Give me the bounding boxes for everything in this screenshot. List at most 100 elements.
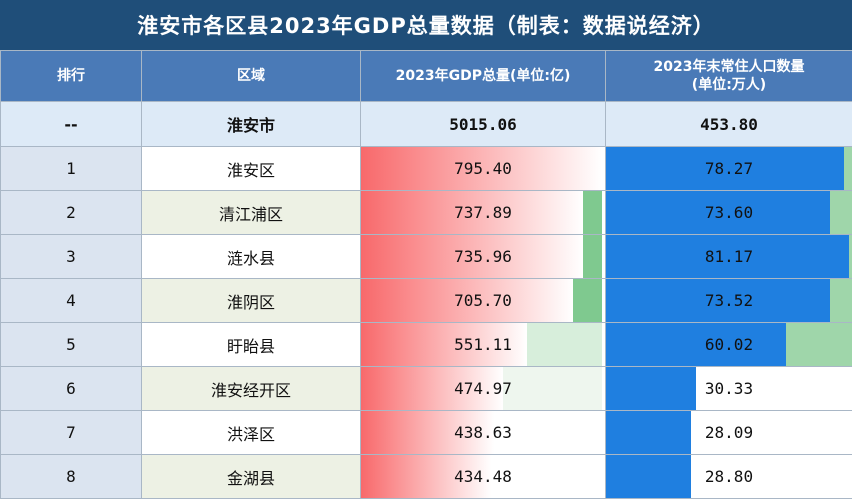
header-population-line1: 2023年末常住人口数量 (653, 59, 805, 75)
gdp-cell: 474.97 (360, 366, 606, 411)
table-row: 2 清江浦区 737.89 73.60 (0, 190, 852, 235)
population-bar (606, 279, 830, 322)
population-value: 30.33 (704, 379, 754, 398)
gdp-track (583, 191, 602, 234)
gdp-bar (361, 367, 503, 410)
gdp-value: 551.11 (454, 335, 512, 354)
gdp-value: 438.63 (454, 423, 512, 442)
population-cell: 28.80 (605, 454, 852, 499)
population-bar (606, 411, 691, 454)
population-bar (606, 455, 691, 498)
total-name: 淮安市 (141, 101, 361, 147)
rank-cell: 4 (0, 278, 142, 323)
gdp-cell: 438.63 (360, 410, 606, 455)
rank-cell: 6 (0, 366, 142, 411)
gdp-track (494, 411, 602, 454)
table-row: 3 涟水县 735.96 81.17 (0, 234, 852, 279)
district-cell: 盱眙县 (141, 322, 361, 367)
district-cell: 涟水县 (141, 234, 361, 279)
population-bar (606, 191, 830, 234)
table-row: 8 金湖县 434.48 28.80 (0, 454, 852, 499)
gdp-value: 434.48 (454, 467, 512, 486)
district-cell: 淮安经开区 (141, 366, 361, 411)
population-value: 81.17 (704, 247, 754, 266)
gdp-track (491, 455, 602, 498)
population-track (691, 455, 852, 498)
gdp-bar (361, 323, 527, 366)
total-row: -- 淮安市 5015.06 453.80 (0, 101, 852, 147)
rank-cell: 2 (0, 190, 142, 235)
table-title: 淮安市各区县2023年GDP总量数据（制表：数据说经济） (0, 0, 852, 50)
gdp-value: 474.97 (454, 379, 512, 398)
table-row: 4 淮阴区 705.70 73.52 (0, 278, 852, 323)
district-cell: 淮阴区 (141, 278, 361, 323)
population-value: 73.52 (704, 291, 754, 310)
gdp-bar (361, 411, 494, 454)
population-cell: 30.33 (605, 366, 852, 411)
population-cell: 73.52 (605, 278, 852, 323)
district-cell: 洪泽区 (141, 410, 361, 455)
header-district: 区域 (141, 50, 361, 102)
gdp-bar (361, 279, 573, 322)
gdp-value: 735.96 (454, 247, 512, 266)
district-cell: 淮安区 (141, 146, 361, 191)
population-value: 78.27 (704, 159, 754, 178)
population-cell: 78.27 (605, 146, 852, 191)
gdp-track (527, 323, 602, 366)
gdp-table: 排行 区域 2023年GDP总量(单位:亿) 2023年末常住人口数量 (单位:… (0, 50, 852, 499)
population-track (696, 367, 852, 410)
gdp-bar (361, 455, 491, 498)
population-track (830, 191, 852, 234)
district-cell: 清江浦区 (141, 190, 361, 235)
population-value: 73.60 (704, 203, 754, 222)
table-row: 6 淮安经开区 474.97 30.33 (0, 366, 852, 411)
population-track (786, 323, 852, 366)
population-track (844, 147, 852, 190)
population-bar (606, 367, 696, 410)
header-row: 排行 区域 2023年GDP总量(单位:亿) 2023年末常住人口数量 (单位:… (0, 50, 852, 102)
gdp-cell: 705.70 (360, 278, 606, 323)
population-track (849, 235, 852, 278)
rank-cell: 1 (0, 146, 142, 191)
header-population: 2023年末常住人口数量 (单位:万人) (605, 50, 852, 102)
population-cell: 28.09 (605, 410, 852, 455)
gdp-bar (361, 191, 583, 234)
table-row: 7 洪泽区 438.63 28.09 (0, 410, 852, 455)
gdp-cell: 735.96 (360, 234, 606, 279)
population-cell: 60.02 (605, 322, 852, 367)
population-track (691, 411, 852, 454)
header-rank: 排行 (0, 50, 142, 102)
population-cell: 73.60 (605, 190, 852, 235)
gdp-track (503, 367, 602, 410)
table-row: 5 盱眙县 551.11 60.02 (0, 322, 852, 367)
gdp-track (583, 235, 602, 278)
rank-cell: 8 (0, 454, 142, 499)
population-value: 60.02 (704, 335, 754, 354)
gdp-bar (361, 147, 602, 190)
gdp-cell: 737.89 (360, 190, 606, 235)
rank-cell: 5 (0, 322, 142, 367)
population-cell: 81.17 (605, 234, 852, 279)
header-population-line2: (单位:万人) (691, 77, 767, 93)
total-gdp: 5015.06 (360, 101, 606, 147)
table-row: 1 淮安区 795.40 78.27 (0, 146, 852, 191)
population-bar (606, 323, 786, 366)
population-bar (606, 147, 844, 190)
district-cell: 金湖县 (141, 454, 361, 499)
population-value: 28.80 (704, 467, 754, 486)
gdp-cell: 551.11 (360, 322, 606, 367)
rank-cell: 3 (0, 234, 142, 279)
rank-cell: 7 (0, 410, 142, 455)
population-value: 28.09 (704, 423, 754, 442)
gdp-cell: 434.48 (360, 454, 606, 499)
population-track (830, 279, 852, 322)
gdp-value: 795.40 (454, 159, 512, 178)
gdp-cell: 795.40 (360, 146, 606, 191)
population-bar (606, 235, 849, 278)
gdp-value: 705.70 (454, 291, 512, 310)
gdp-bar (361, 235, 583, 278)
gdp-track (573, 279, 602, 322)
total-rank: -- (0, 101, 142, 147)
header-gdp: 2023年GDP总量(单位:亿) (360, 50, 606, 102)
